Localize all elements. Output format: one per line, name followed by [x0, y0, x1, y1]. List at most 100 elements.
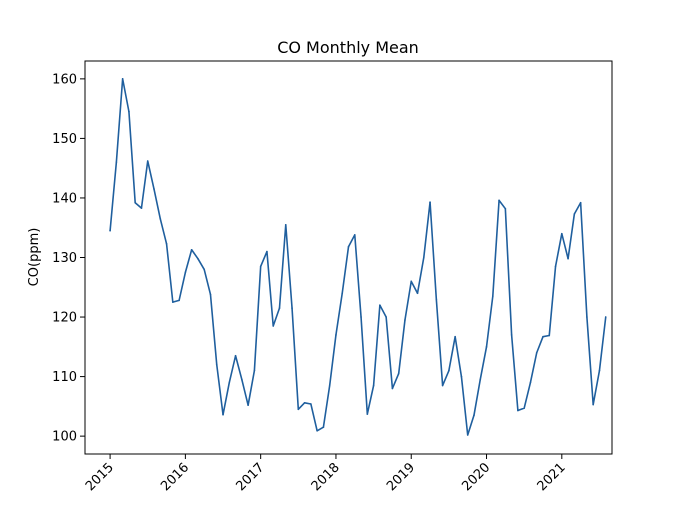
- data-point: [215, 363, 218, 366]
- data-point: [579, 201, 582, 204]
- data-point: [109, 229, 111, 232]
- data-point: [134, 201, 136, 204]
- data-point: [328, 384, 331, 387]
- y-axis-label: CO(ppm): [27, 228, 42, 287]
- data-point: [391, 387, 394, 390]
- data-point: [146, 160, 149, 162]
- x-tick-label: 2017: [233, 460, 267, 494]
- data-point: [121, 78, 124, 80]
- data-point: [284, 223, 287, 226]
- data-point: [291, 307, 293, 309]
- data-point: [510, 334, 513, 336]
- data-point: [416, 292, 419, 295]
- data-point: [228, 381, 231, 384]
- chart-title: CO Monthly Mean: [277, 38, 419, 57]
- data-point: [548, 334, 551, 337]
- data-point: [165, 243, 168, 245]
- data-point: [266, 250, 268, 253]
- y-tick-label: 130: [52, 251, 77, 266]
- data-point: [454, 335, 456, 338]
- data-point: [247, 404, 249, 406]
- data-point: [197, 257, 199, 260]
- data-point: [441, 384, 444, 387]
- data-point: [435, 298, 438, 300]
- data-point: [153, 188, 155, 190]
- y-tick-label: 140: [52, 191, 77, 206]
- data-point: [360, 316, 362, 318]
- data-point: [128, 110, 130, 113]
- data-point: [586, 316, 588, 318]
- data-point: [297, 408, 300, 411]
- data-point: [535, 351, 538, 354]
- data-point: [460, 375, 463, 378]
- data-point: [140, 207, 143, 209]
- data-point: [473, 414, 475, 417]
- data-point: [172, 301, 174, 303]
- data-point: [567, 257, 569, 260]
- data-point: [492, 295, 494, 298]
- data-point: [504, 207, 507, 210]
- data-point: [184, 271, 187, 274]
- x-tick-label: 2018: [309, 460, 343, 494]
- data-point: [335, 334, 337, 336]
- data-point: [604, 316, 607, 318]
- data-point: [159, 218, 162, 220]
- data-point: [517, 409, 519, 412]
- data-point: [385, 316, 387, 318]
- data-point: [316, 429, 318, 432]
- data-point: [523, 407, 525, 409]
- data-point: [573, 213, 576, 215]
- data-point: [479, 378, 482, 381]
- x-tick-label: 2016: [158, 460, 192, 494]
- data-point: [598, 369, 601, 372]
- data-point: [554, 265, 557, 268]
- y-axis: 100 110 120 130 140 150 160: [52, 72, 85, 445]
- data-point: [259, 265, 262, 268]
- data-point: [422, 256, 425, 259]
- x-tick-label: 2019: [384, 460, 418, 494]
- y-tick-label: 100: [52, 430, 77, 445]
- data-point: [542, 335, 544, 338]
- data-point: [410, 280, 413, 283]
- data-point: [115, 161, 118, 164]
- x-axis: 2015 2016 2017 2018 2019 2020 2021: [83, 454, 569, 494]
- data-point: [561, 232, 563, 235]
- series-points: [109, 78, 607, 436]
- data-point: [190, 248, 193, 251]
- data-point: [592, 403, 594, 406]
- data-point: [272, 325, 275, 327]
- data-point: [310, 403, 312, 405]
- data-point: [397, 372, 400, 375]
- data-point: [404, 319, 406, 321]
- data-point: [278, 307, 281, 309]
- data-point: [303, 401, 306, 404]
- data-point: [234, 354, 237, 357]
- data-point: [347, 245, 350, 248]
- data-point: [209, 293, 212, 296]
- x-tick-label: 2015: [83, 460, 117, 494]
- data-point: [178, 299, 180, 302]
- data-point: [429, 201, 431, 203]
- data-point: [353, 234, 356, 236]
- data-point: [485, 346, 488, 348]
- data-point: [466, 434, 469, 436]
- plot-frame: [84, 60, 613, 455]
- data-point: [203, 268, 205, 271]
- data-point: [366, 413, 369, 415]
- data-point: [529, 381, 532, 384]
- data-point: [498, 199, 500, 202]
- data-point: [253, 369, 256, 372]
- data-point: [241, 378, 243, 381]
- x-tick-label: 2021: [535, 460, 569, 494]
- x-tick-label: 2020: [459, 460, 493, 494]
- y-tick-label: 160: [52, 72, 77, 87]
- series-line: [109, 78, 607, 436]
- y-tick-label: 110: [52, 370, 77, 385]
- y-tick-label: 150: [52, 132, 77, 147]
- data-point: [372, 384, 375, 387]
- data-point: [341, 292, 344, 295]
- data-point: [222, 413, 224, 416]
- data-point: [448, 369, 450, 372]
- data-point: [379, 304, 381, 306]
